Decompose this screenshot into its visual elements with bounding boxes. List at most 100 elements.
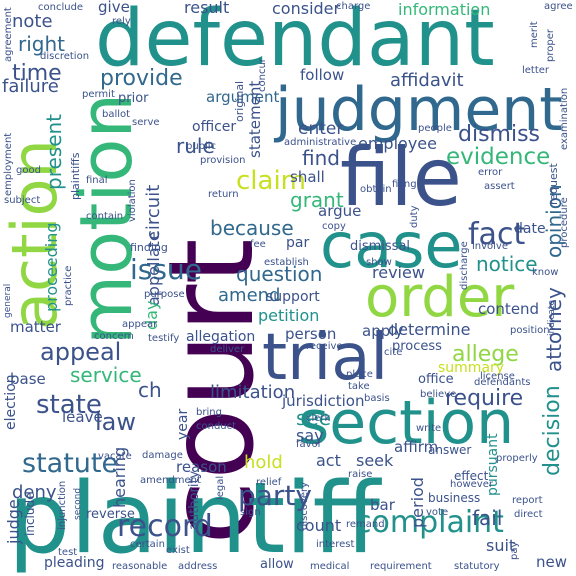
word-letter: letter: [522, 65, 550, 76]
word-amend: amend: [218, 285, 281, 306]
word-service: service: [70, 363, 142, 387]
word-rule: rule: [176, 134, 215, 158]
word-finding: finding: [130, 241, 168, 254]
word-basis: basis: [364, 393, 390, 404]
word-sign: sign: [240, 507, 261, 518]
word-act: act: [316, 451, 341, 470]
word-address: address: [178, 561, 218, 572]
word-evidence: evidence: [446, 144, 551, 170]
word-because: because: [210, 216, 294, 240]
word-claim: claim: [236, 166, 307, 196]
word-affirm: affirm: [394, 438, 439, 456]
word-petition: petition: [258, 306, 320, 325]
word-information: information: [398, 0, 491, 19]
word-write: write: [416, 423, 442, 434]
word-review: review: [372, 263, 425, 282]
word-people: people: [418, 123, 452, 134]
word-allow: allow: [260, 557, 294, 572]
word-defendant: defendant: [95, 0, 495, 84]
word-merit: merit: [529, 21, 540, 48]
word-business: business: [428, 491, 481, 505]
word-direct: direct: [514, 509, 543, 520]
word-ballot: ballot: [102, 109, 131, 120]
word-discretion: discretion: [40, 51, 90, 62]
word-conduct: conduct: [196, 421, 237, 432]
word-complaint: complaint: [355, 505, 504, 540]
word-affidavit: affidavit: [390, 70, 464, 91]
word-show: show: [366, 257, 392, 268]
word-purpose: purpose: [144, 289, 185, 300]
word-concur: concur: [257, 58, 268, 92]
word-original: original: [233, 80, 246, 122]
word-filing: filing: [392, 179, 417, 190]
word-serve: serve: [132, 117, 160, 128]
word-support: support: [266, 289, 320, 305]
word-charge: charge: [336, 1, 371, 12]
word-right: right: [18, 32, 65, 56]
word-record: record: [117, 509, 213, 544]
word-damage: damage: [142, 450, 183, 461]
word-second: second: [73, 487, 83, 520]
word-however: however: [450, 479, 493, 490]
word-process: process: [392, 339, 442, 354]
word-remand: remand: [346, 519, 385, 530]
word-determine: determine: [388, 320, 471, 339]
word-argue: argue: [318, 202, 362, 220]
word-judgment: judgment: [275, 75, 563, 145]
word-take: take: [348, 381, 370, 392]
word-license: license: [480, 371, 515, 382]
word-final: final: [86, 175, 108, 186]
word-apply: apply: [362, 322, 404, 340]
word-raise: raise: [348, 469, 373, 480]
word-consider: consider: [272, 0, 341, 18]
word-office: office: [418, 372, 454, 387]
word-statute: statute: [22, 448, 119, 479]
word-issue: issue: [130, 253, 202, 286]
word-conclude: conclude: [38, 2, 84, 13]
word-provision: provision: [200, 155, 246, 166]
word-cite: cite: [384, 347, 403, 358]
word-allege: allege: [452, 342, 519, 367]
word-require: require: [445, 386, 524, 411]
word-place: place: [346, 369, 373, 380]
word-vacate: vacate: [98, 451, 132, 462]
word-proper: proper: [545, 29, 556, 62]
word-fee: fee: [250, 239, 266, 250]
word-contend: contend: [478, 300, 540, 318]
word-report: report: [512, 495, 543, 506]
word-deny: deny: [12, 482, 57, 503]
word-failure: failure: [2, 76, 59, 97]
word-violation: violation: [127, 179, 138, 222]
word-say: say: [296, 426, 324, 445]
word-employment: employment: [3, 132, 14, 196]
word-pleading: pleading: [44, 555, 105, 571]
word-hold: hold: [244, 452, 283, 473]
word-defendants: defendants: [474, 377, 531, 388]
word-know: know: [532, 267, 559, 278]
word-prior: prior: [118, 91, 149, 106]
word-request: request: [547, 163, 560, 205]
word-party: party: [238, 479, 312, 512]
word-statutory: statutory: [454, 561, 500, 572]
word-vote: vote: [426, 507, 449, 518]
word-public: public: [186, 141, 217, 152]
word-bring: bring: [196, 407, 222, 418]
word-amendment: amendment: [140, 475, 201, 486]
word-decision: decision: [540, 385, 565, 476]
word-new: new: [536, 553, 568, 571]
word-answer: answer: [428, 443, 472, 457]
word-appeal: appeal: [40, 338, 122, 366]
word-section: section: [298, 388, 515, 458]
word-present: present: [42, 113, 66, 190]
word-agreement: agreement: [3, 7, 14, 62]
word-leave: leave: [62, 408, 103, 426]
word-trial: trial: [262, 321, 389, 395]
word-count: count: [296, 516, 342, 535]
word-relief: relief: [256, 477, 282, 488]
word-statement: statement: [246, 80, 264, 158]
word-person: person: [285, 325, 337, 343]
word-grant: grant: [290, 188, 344, 212]
word-discharge: discharge: [459, 241, 470, 290]
word-dismissal: dismissal: [350, 239, 411, 254]
